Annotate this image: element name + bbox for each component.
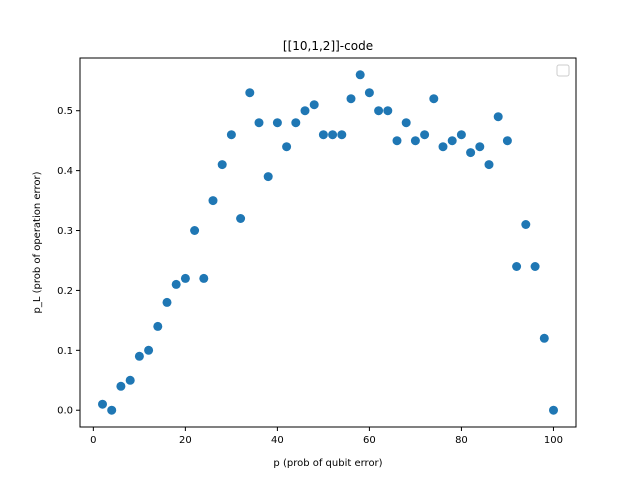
data-point bbox=[217, 160, 227, 170]
chart-title: [[10,1,2]]-code bbox=[283, 39, 373, 53]
data-point bbox=[392, 136, 402, 146]
data-point bbox=[254, 118, 264, 128]
y-axis-ticks: 0.0 0.1 0.2 0.3 0.4 0.5 bbox=[57, 106, 80, 417]
data-point bbox=[208, 196, 218, 206]
data-point bbox=[245, 88, 255, 98]
data-point bbox=[199, 273, 209, 283]
plot-area bbox=[80, 58, 576, 427]
data-point bbox=[144, 345, 154, 355]
x-tick-label: 40 bbox=[271, 435, 284, 446]
data-point bbox=[530, 262, 540, 271]
data-point bbox=[346, 94, 356, 104]
data-point bbox=[291, 118, 301, 128]
data-point bbox=[484, 160, 494, 170]
x-axis-label: p (prob of qubit error) bbox=[273, 458, 382, 469]
data-point bbox=[521, 220, 531, 229]
data-point bbox=[180, 273, 190, 283]
data-point bbox=[475, 142, 485, 152]
data-point bbox=[438, 142, 448, 152]
data-point bbox=[410, 136, 420, 146]
data-point bbox=[134, 351, 144, 361]
data-point bbox=[116, 381, 126, 391]
x-tick-label: 20 bbox=[179, 435, 192, 446]
data-point bbox=[272, 118, 282, 128]
data-point bbox=[309, 100, 319, 110]
data-point bbox=[153, 321, 163, 331]
data-point bbox=[374, 106, 384, 116]
data-points bbox=[98, 70, 558, 415]
x-tick-label: 100 bbox=[544, 435, 563, 446]
data-point bbox=[300, 106, 310, 116]
data-point bbox=[337, 130, 347, 140]
x-tick-label: 80 bbox=[455, 435, 468, 446]
data-point bbox=[539, 333, 549, 343]
data-point bbox=[263, 172, 273, 182]
y-tick-label: 0.1 bbox=[57, 346, 73, 357]
y-tick-label: 0.4 bbox=[57, 166, 73, 177]
data-point bbox=[549, 405, 558, 415]
legend-box bbox=[556, 64, 570, 77]
data-point bbox=[493, 112, 503, 122]
data-point bbox=[190, 226, 200, 235]
x-tick-label: 60 bbox=[363, 435, 376, 446]
data-point bbox=[512, 262, 522, 271]
data-point bbox=[429, 94, 439, 104]
data-point bbox=[502, 136, 512, 146]
data-point bbox=[383, 106, 393, 116]
y-tick-label: 0.0 bbox=[57, 406, 73, 417]
y-axis-label: p_L (prob of operation error) bbox=[32, 171, 43, 313]
data-point bbox=[456, 130, 466, 140]
data-point bbox=[447, 136, 457, 146]
data-point bbox=[171, 279, 181, 289]
x-axis-ticks: 0 20 40 60 80 100 bbox=[90, 427, 563, 446]
data-point bbox=[226, 130, 236, 140]
plot-frame bbox=[79, 57, 577, 428]
data-point bbox=[401, 118, 411, 128]
data-point bbox=[282, 142, 292, 152]
data-point bbox=[125, 375, 135, 385]
data-point bbox=[162, 297, 172, 307]
data-point bbox=[364, 88, 374, 98]
data-point bbox=[328, 130, 338, 140]
data-point bbox=[466, 148, 476, 158]
y-tick-label: 0.3 bbox=[57, 226, 73, 237]
data-point bbox=[355, 70, 365, 80]
y-tick-label: 0.2 bbox=[57, 286, 73, 297]
x-tick-label: 0 bbox=[90, 435, 96, 446]
data-point bbox=[236, 214, 246, 223]
data-point bbox=[318, 130, 328, 140]
data-point bbox=[107, 405, 117, 415]
data-point bbox=[98, 399, 107, 409]
data-point bbox=[420, 130, 430, 140]
y-tick-label: 0.5 bbox=[57, 106, 73, 117]
